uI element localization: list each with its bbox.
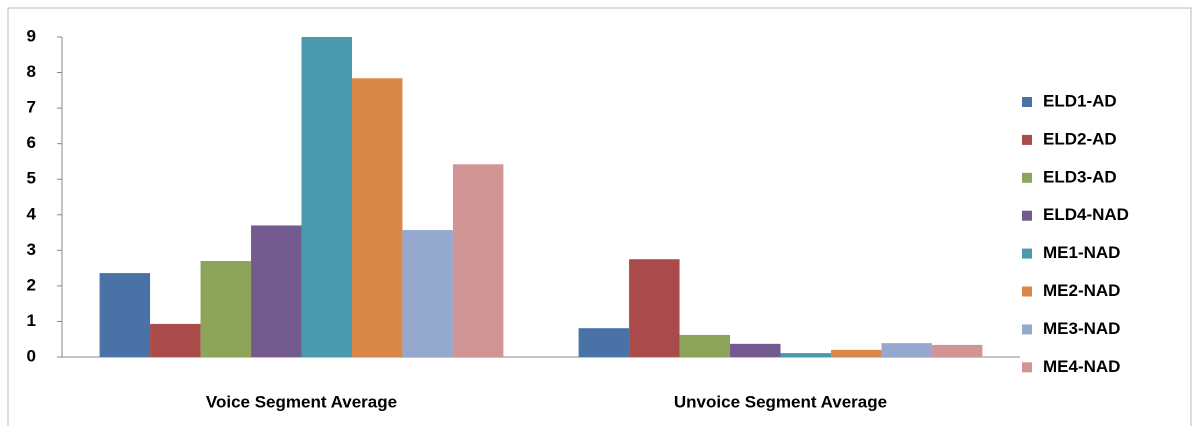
x-tick-label: Unvoice Segment Average: [674, 392, 887, 411]
legend-swatch: [1022, 210, 1032, 221]
bar: [99, 273, 151, 357]
bar: [931, 344, 983, 357]
legend-swatch: [1022, 248, 1032, 259]
y-tick-label: 7: [27, 98, 36, 117]
legend-label: ME4-NAD: [1043, 357, 1120, 376]
legend-label: ELD3-AD: [1043, 167, 1117, 186]
bar: [679, 334, 731, 357]
bar: [578, 328, 630, 357]
legend-label: ELD4-NAD: [1043, 205, 1129, 224]
bar: [200, 261, 252, 357]
legend-swatch: [1022, 172, 1032, 183]
bar: [830, 349, 882, 357]
y-tick-label: 5: [27, 169, 36, 188]
y-tick-label: 0: [27, 346, 36, 365]
bar: [780, 353, 831, 357]
legend-swatch: [1022, 324, 1032, 335]
legend-label: ME1-NAD: [1043, 243, 1120, 262]
legend-label: ME2-NAD: [1043, 281, 1120, 300]
bar: [351, 78, 403, 357]
legend-swatch: [1022, 134, 1032, 145]
legend-label: ELD1-AD: [1043, 91, 1117, 110]
y-tick-label: 3: [27, 240, 36, 259]
bar: [150, 323, 201, 357]
legend-label: ME3-NAD: [1043, 319, 1120, 338]
y-tick-label: 1: [27, 311, 36, 330]
legend-swatch: [1022, 362, 1032, 373]
legend-swatch: [1022, 97, 1032, 107]
bar: [730, 343, 781, 357]
y-tick-label: 6: [27, 133, 36, 152]
chart-frame: [7, 7, 1192, 426]
bar: [881, 343, 932, 357]
y-tick-label: 4: [27, 204, 37, 223]
y-tick-label: 8: [27, 62, 36, 81]
y-tick-label: 2: [27, 275, 36, 294]
bar: [452, 164, 504, 357]
bar: [402, 230, 453, 357]
legend-swatch: [1022, 286, 1032, 297]
bar: [301, 37, 352, 357]
legend-label: ELD2-AD: [1043, 129, 1117, 148]
y-tick-label: 9: [27, 26, 36, 45]
bar: [251, 225, 302, 357]
bar: [629, 259, 680, 357]
x-tick-label: Voice Segment Average: [206, 392, 397, 411]
